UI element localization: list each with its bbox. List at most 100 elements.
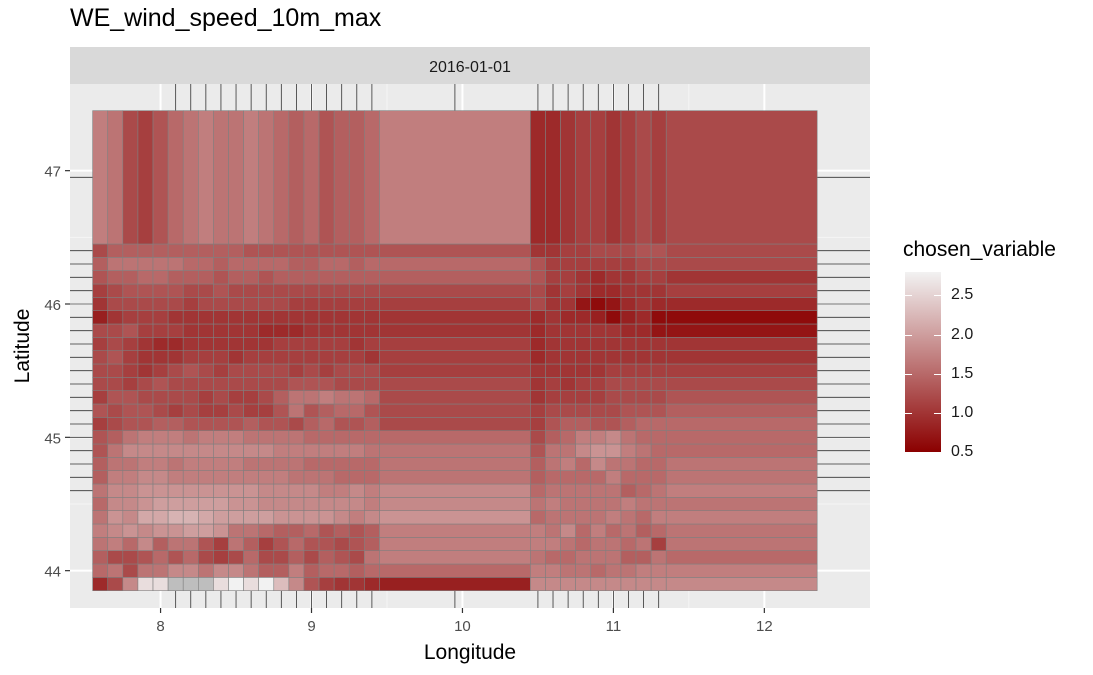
heatmap-cell (318, 523, 335, 538)
heatmap-cell (560, 563, 576, 578)
heatmap-cell (333, 417, 350, 431)
heatmap-cell (243, 297, 259, 311)
heatmap-cell (620, 523, 637, 538)
legend-tick-mark (905, 373, 912, 375)
heatmap-cell (198, 577, 214, 591)
heatmap-cell (273, 510, 290, 525)
heatmap-cell (198, 363, 214, 378)
heatmap-cell (273, 550, 290, 565)
heatmap-cell (620, 443, 637, 458)
heatmap-cell (107, 297, 124, 311)
heatmap-cell (665, 310, 818, 325)
heatmap-cell (303, 337, 320, 351)
heatmap-cell (590, 297, 607, 311)
heatmap-cell (665, 363, 818, 378)
heatmap-cell (333, 110, 350, 245)
heatmap-cell (530, 417, 546, 431)
heatmap-cell (167, 417, 184, 431)
heatmap-cell (152, 510, 169, 525)
heatmap-cell (333, 337, 350, 351)
heatmap-cell (650, 577, 667, 591)
heatmap-cell (333, 390, 350, 405)
heatmap-cell (590, 537, 607, 551)
heatmap-cell (243, 457, 259, 471)
heatmap-cell (590, 403, 607, 418)
heatmap-cell (348, 523, 365, 538)
heatmap-cell (182, 377, 199, 391)
heatmap-cell (167, 510, 184, 525)
heatmap-cell (379, 257, 531, 271)
heatmap-cell (273, 310, 290, 325)
heatmap-cell (379, 430, 531, 445)
heatmap-cell (605, 443, 622, 458)
heatmap-cell (288, 110, 305, 245)
heatmap-cell (665, 563, 818, 578)
heatmap-cell (379, 110, 531, 245)
heatmap-cell (198, 310, 214, 325)
heatmap-cell (635, 483, 652, 498)
heatmap-cell (228, 457, 244, 471)
heatmap-cell (590, 510, 607, 525)
heatmap-cell (137, 497, 154, 511)
heatmap-cell (243, 323, 259, 338)
heatmap-cell (620, 577, 637, 591)
heatmap-cell (379, 297, 531, 311)
heatmap-cell (288, 403, 305, 418)
heatmap-cell (213, 257, 229, 271)
heatmap-cell (137, 537, 154, 551)
heatmap-cell (303, 563, 320, 578)
heatmap-cell (152, 350, 169, 365)
heatmap-cell (288, 350, 305, 365)
heatmap-cell (182, 470, 199, 485)
heatmap-cell (333, 497, 350, 511)
heatmap-cell (575, 443, 592, 458)
heatmap-cell (650, 537, 667, 551)
heatmap-cell (152, 403, 169, 418)
heatmap-cell (273, 523, 290, 538)
legend-tick-mark (934, 295, 941, 297)
heatmap-cell (348, 497, 365, 511)
heatmap-cell (182, 457, 199, 471)
heatmap-cell (122, 337, 139, 351)
heatmap-cell (379, 243, 531, 258)
heatmap-cell (243, 350, 259, 365)
heatmap-cell (258, 390, 275, 405)
heatmap-cell (620, 350, 637, 365)
heatmap-cell (575, 403, 592, 418)
heatmap-cell (182, 430, 199, 445)
heatmap-cell (213, 497, 229, 511)
heatmap-cell (213, 110, 229, 245)
heatmap-cell (635, 470, 652, 485)
heatmap-cell (635, 523, 652, 538)
heatmap-cell (167, 270, 184, 285)
heatmap-cell (167, 577, 184, 591)
heatmap-cell (605, 243, 622, 258)
heatmap-cell (137, 483, 154, 498)
heatmap-cell (364, 417, 380, 431)
heatmap-cell (228, 537, 244, 551)
heatmap-cell (258, 537, 275, 551)
heatmap-cell (213, 337, 229, 351)
legend-tick-label: 0.5 (951, 443, 974, 460)
heatmap-cell (288, 470, 305, 485)
heatmap-cell (575, 497, 592, 511)
heatmap-cell (213, 403, 229, 418)
heatmap-cell (288, 310, 305, 325)
heatmap-cell (167, 483, 184, 498)
heatmap-cell (213, 377, 229, 391)
heatmap-cell (303, 310, 320, 325)
heatmap-cell (333, 510, 350, 525)
heatmap-cell (333, 523, 350, 538)
heatmap-cell (605, 110, 622, 245)
heatmap-cell (303, 510, 320, 525)
heatmap-cell (167, 470, 184, 485)
heatmap-cell (545, 537, 561, 551)
heatmap-cell (545, 457, 561, 471)
heatmap-cell (152, 470, 169, 485)
heatmap-cell (182, 523, 199, 538)
heatmap-cell (107, 350, 124, 365)
heatmap-cell (620, 430, 637, 445)
y-axis-title: Latitude (11, 309, 34, 384)
heatmap-cell (167, 350, 184, 365)
heatmap-cell (258, 523, 275, 538)
